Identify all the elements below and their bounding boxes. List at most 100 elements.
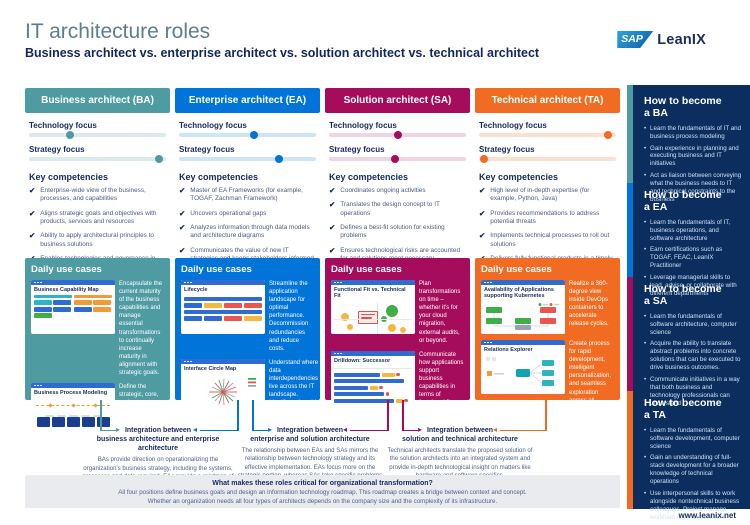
banner-question: What makes these roles critical for orga…: [212, 480, 433, 487]
integration-heading: Integration between: [426, 427, 494, 434]
how-to-become-sidebar: How to become a BA Learn the fundamental…: [627, 85, 750, 521]
check-icon: ✔: [329, 186, 336, 195]
website-url: www.leanix.net: [678, 511, 737, 520]
circle-map-mock: [184, 374, 262, 411]
use-case: Interface Circle Map: [181, 358, 318, 416]
connector-line: [402, 400, 404, 431]
banner-line2: Whether an organization needs all four t…: [147, 497, 498, 505]
competency-item: ✔ Aligns strategic goals and objectives w…: [29, 208, 157, 225]
use-case-caption: Streamline the application landscape for…: [269, 281, 309, 352]
strategy-focus-slider: [179, 155, 316, 163]
connector-line: [100, 430, 116, 431]
use-case-caption: Plan transformations on time – whether i…: [419, 281, 461, 344]
strip-ta: [627, 391, 633, 509]
check-icon: ✔: [29, 231, 36, 241]
daily-use-cases-panel-ea: Daily use cases Lifecycle Streamline the…: [175, 258, 320, 414]
strip-sa: [627, 277, 633, 391]
use-case-caption: Understand where data interdependencies …: [269, 359, 319, 415]
technology-focus-label: Technology focus: [179, 121, 247, 130]
check-icon: ✔: [329, 222, 336, 232]
arrow-right-icon: ▸: [418, 425, 423, 434]
lifecycle-mock: [184, 295, 262, 332]
sidebar-heading: How to become a TA: [644, 397, 722, 422]
daily-use-cases-panel-ta: Daily use cases Availability of Applicat…: [475, 258, 620, 412]
quadrant-chart-mock: [334, 301, 412, 334]
annotation-box: [358, 310, 378, 324]
check-icon: ✔: [479, 208, 486, 218]
column-enterprise-architect: Enterprise architect (EA) Technology foc…: [175, 88, 320, 414]
arrow-left-icon: ◂: [343, 425, 348, 434]
daily-use-cases-heading: Daily use cases: [31, 264, 102, 275]
use-case: Functional Fit vs. Technical Fit Plan tr…: [331, 280, 464, 345]
strategy-focus-slider: [29, 155, 166, 163]
bullet: Gain experience in planning and executin…: [644, 145, 743, 169]
daily-use-cases-panel-ba: Daily use cases Business Capability Map …: [25, 258, 170, 439]
arrow-left-icon: ◂: [193, 425, 198, 434]
bullet: Learn the fundamentals of software archi…: [644, 313, 743, 337]
window-dots-icon: [331, 350, 415, 356]
check-icon: ✔: [29, 208, 36, 218]
bullet: Communicate initiatives in a way that bo…: [644, 376, 743, 408]
window-dots-icon: [181, 358, 265, 364]
sidebar-section-ea: How to become a EA Learn the fundamental…: [644, 189, 743, 301]
competency-item: ✔ Provides recommendations to address pot…: [479, 208, 600, 225]
strategy-focus-slider: [479, 155, 616, 163]
integration-heading: business architecture and enterprise arc…: [96, 436, 220, 453]
check-icon: ✔: [179, 245, 186, 255]
kubernetes-availability-preview: Availability of Applications supporting …: [481, 280, 565, 334]
slider-dot: [66, 131, 75, 139]
strip-ba: [627, 85, 633, 183]
strategy-focus-label: Strategy focus: [179, 145, 235, 154]
arrow-right-icon: ▸: [268, 425, 273, 434]
slider-dot: [603, 131, 612, 139]
competency-item: ✔ Translates the design concept to IT ope…: [329, 200, 440, 217]
column-header-ta: Technical architect (TA): [475, 88, 620, 113]
sap-logo-icon: SAP: [617, 31, 654, 48]
bullet: Act as liaison between conveying what th…: [644, 172, 743, 204]
check-icon: ✔: [179, 186, 186, 195]
sidebar-bullets: Learn the fundamentals of software archi…: [644, 313, 743, 407]
bullet: Learn the fundamentals of IT, business o…: [644, 219, 743, 243]
sidebar-heading: How to become a SA: [644, 283, 722, 308]
slider-dot: [480, 155, 489, 163]
sidebar-bullets: Learn the fundamentals of IT and busines…: [644, 125, 743, 203]
interface-circle-map-preview: Interface Circle Map: [181, 358, 265, 413]
use-case: Business Capability Map Encapsulate the …: [31, 280, 164, 377]
competency-item: ✔ Ability to apply architectural principl…: [29, 231, 154, 248]
integration-heading: solution and technical architecture: [402, 436, 518, 444]
key-competencies-heading: Key competencies: [329, 172, 409, 182]
bullet: Learn the fundamentals of software devel…: [644, 427, 743, 451]
bullet: Leverage managerial skills to lead, advi…: [644, 274, 743, 298]
use-case: Relations Explorer: [481, 340, 614, 413]
connector-line: [252, 430, 268, 431]
column-solution-architect: Solution architect (SA) Technology focus…: [325, 88, 470, 423]
role-columns: Business architect (BA) Technology focus…: [25, 88, 620, 439]
slider-dot: [155, 155, 164, 163]
column-technical-architect: Technical architect (TA) Technology focu…: [475, 88, 620, 412]
connector-line: [200, 430, 237, 431]
bullet: Earn certifications such as TOGAF, FEAC,…: [644, 246, 743, 270]
connector-line: [500, 430, 545, 431]
business-capability-map-preview: Business Capability Map: [31, 280, 115, 334]
use-case: Lifecycle Streamline the application lan…: [181, 280, 314, 353]
connector-line: [100, 400, 102, 431]
daily-use-cases-panel-sa: Daily use cases Functional Fit vs. Techn…: [325, 258, 470, 423]
connector-line: [252, 400, 254, 431]
technology-focus-label: Technology focus: [479, 121, 547, 130]
key-competencies-heading: Key competencies: [179, 172, 259, 182]
drilldown-successor-preview: Drilldown: Successor: [331, 350, 415, 405]
column-business-architect: Business architect (BA) Technology focus…: [25, 88, 170, 439]
connector-line: [350, 430, 387, 431]
slider-dot: [275, 155, 283, 163]
technology-focus-label: Technology focus: [29, 121, 97, 130]
competency-item: ✔ Implements technical processes to roll …: [479, 231, 610, 248]
daily-use-cases-heading: Daily use cases: [181, 264, 252, 275]
page-subtitle: Business architect vs. enterprise archit…: [25, 46, 540, 60]
strategy-focus-label: Strategy focus: [479, 145, 535, 154]
integration-heading: enterprise and solution architecture: [250, 436, 370, 444]
use-case-caption: Define the strategic, core, and support …: [119, 384, 159, 439]
check-icon: ✔: [479, 186, 486, 195]
window-dots-icon: [181, 280, 265, 285]
connector-line: [545, 400, 547, 431]
column-header-sa: Solution architect (SA): [325, 88, 470, 113]
